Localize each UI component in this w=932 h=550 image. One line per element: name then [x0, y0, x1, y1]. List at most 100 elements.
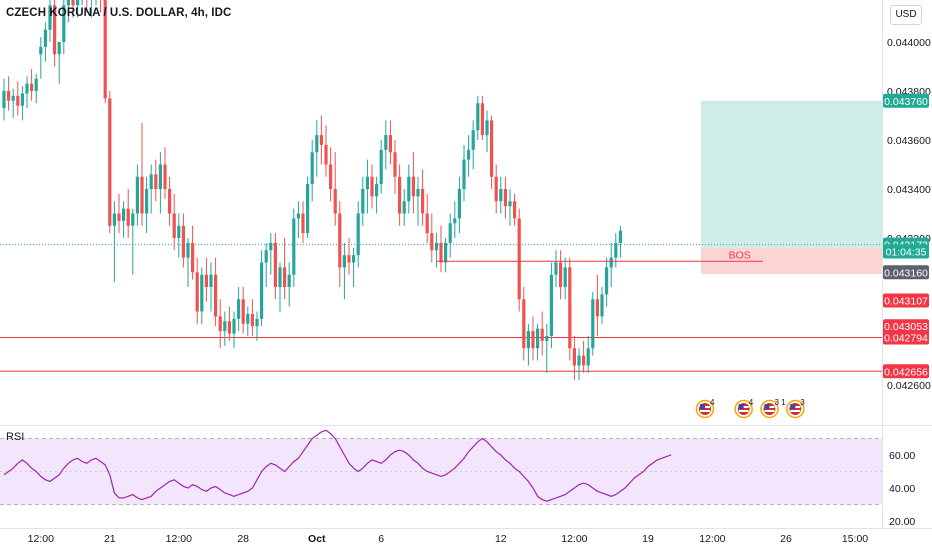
candle	[347, 238, 351, 275]
time-tick-label: 12:00	[561, 533, 587, 545]
candle	[34, 73, 38, 104]
candle	[329, 147, 333, 202]
candle	[356, 201, 360, 268]
candle-body	[122, 208, 126, 221]
candle-body	[57, 42, 61, 55]
candle-body	[39, 46, 43, 55]
candle-body	[246, 313, 250, 324]
candle-body	[453, 218, 457, 224]
candle	[549, 262, 553, 349]
candlestick-series	[2, 0, 622, 381]
candle	[586, 336, 590, 373]
candle	[457, 176, 461, 234]
candle-body	[411, 176, 415, 197]
candle	[333, 152, 337, 226]
candle	[618, 225, 622, 258]
candle	[600, 287, 604, 324]
candle	[361, 176, 365, 226]
event-count: 3	[800, 398, 805, 407]
event-flag-icon[interactable]: 4	[734, 398, 754, 419]
candle	[48, 0, 52, 42]
event-count: 4	[710, 398, 715, 407]
candle-body	[292, 218, 296, 275]
candle-body	[549, 274, 553, 336]
candle-body	[296, 213, 300, 219]
candle-body	[269, 242, 273, 251]
candle-body	[618, 230, 622, 243]
position-tool[interactable]	[701, 100, 882, 275]
candle-body	[117, 213, 121, 221]
candle-body	[490, 120, 494, 177]
candle	[278, 262, 282, 312]
candle	[57, 42, 61, 84]
price-badge-label: 0.043160	[884, 267, 928, 279]
candle-body	[200, 274, 204, 312]
price-badge: 0.043107	[883, 293, 929, 308]
event-flag-icon[interactable]: 4	[695, 398, 716, 419]
candle	[462, 144, 466, 202]
candle	[292, 208, 296, 287]
chart-title: CZECH KORUNA / U.S. DOLLAR, 4h, IDC	[6, 7, 232, 19]
currency-button[interactable]: USD	[890, 5, 922, 25]
price-badge: 0.042656	[883, 364, 929, 379]
candle-body	[591, 299, 595, 349]
candle-body	[250, 313, 254, 327]
candle	[467, 135, 471, 177]
candle-body	[485, 120, 489, 136]
candle-body	[439, 242, 443, 263]
price-tick-label: 0.042600	[887, 380, 931, 392]
candle	[490, 115, 494, 189]
candle	[319, 115, 323, 165]
candle	[416, 176, 420, 226]
price-badge-bg	[883, 364, 929, 379]
candle-body	[545, 336, 549, 341]
candle	[508, 189, 512, 226]
candle-body	[264, 250, 268, 263]
candle	[135, 164, 139, 226]
event-flag-icon[interactable]: 3	[786, 398, 806, 419]
candle	[448, 213, 452, 258]
price-badge-bg	[883, 265, 929, 280]
candle-body	[16, 95, 20, 106]
candle-body	[457, 189, 461, 219]
candle-body	[20, 93, 24, 106]
candle-body	[416, 189, 420, 197]
candle-body	[48, 5, 52, 30]
candle	[301, 201, 305, 243]
candle-body	[223, 321, 227, 332]
time-tick-label: 12:00	[699, 533, 725, 545]
economic-events[interactable]: 4 4 3 1 3	[695, 398, 806, 419]
time-tick-label: 6	[378, 533, 384, 545]
price-badge-bg	[883, 330, 929, 345]
event-flag-canton	[764, 404, 770, 409]
candle-body	[480, 103, 484, 136]
candle	[204, 257, 208, 302]
candle-body	[278, 267, 282, 287]
candle	[324, 125, 328, 177]
candle	[131, 208, 135, 275]
candle	[517, 208, 521, 312]
time-tick-label: 26	[780, 533, 792, 545]
candle	[582, 340, 586, 373]
candle	[379, 140, 383, 194]
rsi-tick-label: 60.00	[889, 450, 915, 462]
event-flag-icon[interactable]: 3 1	[760, 398, 786, 419]
candle	[494, 164, 498, 214]
candle	[122, 201, 126, 238]
candle	[563, 257, 567, 300]
candle	[595, 274, 599, 336]
price-axis[interactable]: 0.0440000.0438000.0436000.0434000.043200…	[887, 37, 931, 528]
price-tick-label: 0.044000	[887, 37, 931, 49]
price-badge-label: 0.042656	[884, 366, 928, 378]
event-count: 4	[749, 398, 754, 407]
time-tick-label: 12:00	[28, 533, 54, 545]
time-axis[interactable]: 12:00 21 12:00 28 Oct 6 12 12:00 19 12:00 26 15:00	[28, 533, 869, 545]
candle	[186, 238, 190, 287]
time-tick-label: 12:00	[166, 533, 192, 545]
candle-body	[572, 348, 576, 366]
candle-body	[471, 130, 475, 150]
bos-marker[interactable]: BOS	[436, 249, 763, 262]
candle-body	[513, 201, 517, 219]
candle	[526, 323, 530, 366]
